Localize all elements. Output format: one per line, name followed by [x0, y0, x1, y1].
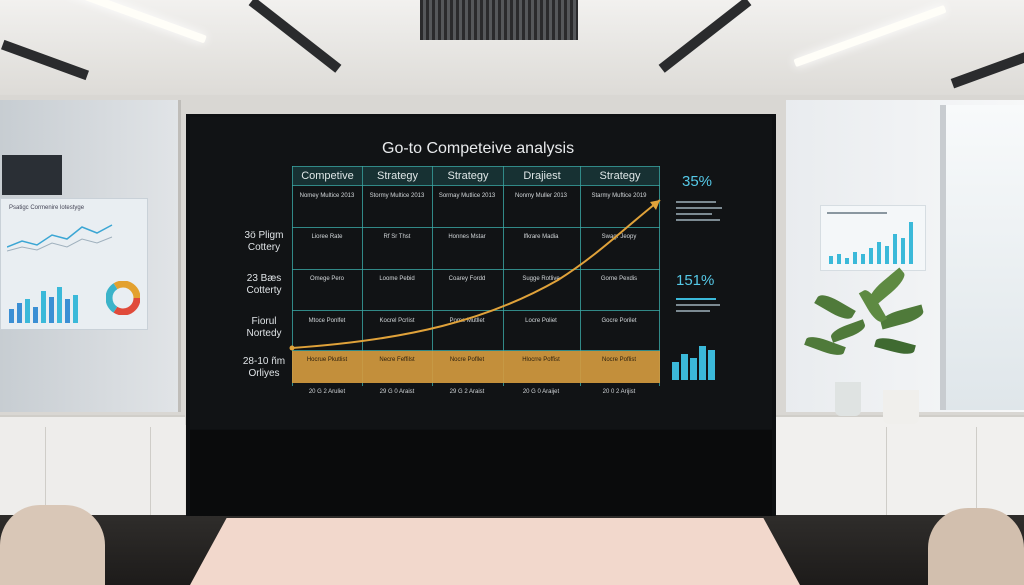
table-cell: Nocre Pofllet — [449, 357, 485, 363]
trend-arrow-icon — [289, 199, 661, 351]
table-cell: Gorne Pexdis — [600, 276, 638, 282]
table-cell: Starmy Muftice 2019 — [591, 193, 647, 199]
conference-table — [190, 518, 800, 585]
table-footer-cell: 29 G 0 Araist — [379, 389, 415, 395]
wall-chart-panel: Psatigc Cormenire lotestyge — [0, 198, 148, 330]
kpi-notes — [676, 294, 726, 328]
ceiling-slot — [248, 0, 342, 73]
row-label: 3ö Pligm Cottery — [244, 230, 284, 253]
table-cell: Pome Mutllet — [449, 318, 485, 324]
table-cell: Hocrue Pkutlist — [306, 357, 348, 363]
table-header: Strategy — [363, 167, 432, 185]
kpi-notes — [676, 197, 726, 237]
chair — [928, 508, 1024, 585]
cabinet-door — [976, 427, 977, 527]
bar-chart-icon — [672, 340, 722, 380]
wall-sign — [2, 155, 62, 195]
table-cell: Mtoce Ponlfet — [308, 318, 346, 324]
window — [940, 105, 1024, 410]
kpi-top-value: 35% — [682, 173, 713, 190]
table-header: Strategy — [581, 167, 659, 185]
table-cell: Nonmy Muller 2013 — [514, 193, 568, 199]
grid-line — [292, 166, 293, 386]
table-header: Competive — [293, 167, 362, 185]
pie-chart-icon — [106, 281, 140, 315]
table-cell: Sugge Rotlive — [522, 276, 560, 282]
plant — [795, 267, 935, 424]
ceiling-slot — [950, 51, 1024, 89]
table-cell: Rf Sr Thst — [383, 234, 411, 240]
cabinet-door — [150, 427, 151, 527]
grid-line — [292, 185, 660, 186]
ceiling-slot — [658, 0, 752, 73]
grid-line — [292, 166, 660, 167]
row-label: Fiorul Nortedy — [246, 316, 282, 339]
table-footer-cell: 20 0 2 Arijist — [602, 389, 636, 395]
bar-chart-icon — [829, 218, 919, 264]
highlight-row — [292, 351, 660, 383]
cabinet-door — [45, 427, 46, 527]
screen-stand — [190, 430, 772, 516]
table-cell: Coarey Fordd — [448, 276, 486, 282]
grid-line — [659, 166, 660, 386]
table-cell: Gocre Porilet — [601, 318, 637, 324]
chair — [0, 505, 105, 585]
table-cell: Nocre Poflist — [601, 357, 636, 363]
line-chart-icon — [7, 224, 113, 252]
table-cell: Honnes Mstar — [448, 234, 486, 240]
screen-title: Go-to Competeive analysis — [382, 140, 575, 157]
ceiling-vent — [420, 0, 578, 40]
table-cell: Kocrel Pcrlist — [379, 318, 415, 324]
table-cell: Ifkrare Madia — [523, 234, 559, 240]
table-cell: Necre Feffilst — [379, 357, 415, 363]
row-label: 23 Bæs Cotterty — [246, 273, 282, 296]
table-cell: Lioree Rate — [311, 234, 343, 240]
grid-line — [292, 350, 660, 351]
table-footer-cell: 20 G 0 Araijet — [522, 389, 560, 395]
table-footer-cell: 20 G 2 Aruliet — [308, 389, 346, 395]
grid-line — [292, 310, 660, 311]
grid-line — [362, 166, 363, 386]
grid-line — [580, 166, 581, 386]
wall-chart-panel-right — [820, 205, 926, 271]
table-header: Strategy — [433, 167, 503, 185]
cabinet-door — [886, 427, 887, 527]
ceiling-light — [63, 0, 207, 44]
table-cell: Nomey Multice 2013 — [299, 193, 355, 199]
table-footer-cell: 29 G 2 Araist — [449, 389, 485, 395]
ceiling-light — [793, 4, 947, 68]
ceiling-slot — [1, 39, 89, 81]
table-header: Drajiest — [504, 167, 580, 185]
table-cell: Locre Poliet — [525, 318, 557, 324]
table-cell: Stormy Multice 2013 — [369, 193, 425, 199]
grid-line — [292, 269, 660, 270]
row-label: 28-10 ñm Orliyes — [242, 356, 286, 379]
bar-chart-icon — [9, 287, 78, 323]
table-cell: Swagr Jeopy — [601, 234, 637, 240]
table-cell: Omege Pero — [309, 276, 345, 282]
panel-title: Psatigc Cormenire lotestyge — [9, 205, 85, 211]
grid-line — [432, 166, 433, 386]
kpi-bottom-value: 151% — [676, 272, 715, 289]
grid-line — [292, 227, 660, 228]
table-cell: Loome Pebid — [379, 276, 415, 282]
grid-line — [503, 166, 504, 386]
table-cell: Sormay Mutlice 2013 — [438, 193, 496, 199]
table-cell: Hlocrre Poffist — [522, 357, 560, 363]
